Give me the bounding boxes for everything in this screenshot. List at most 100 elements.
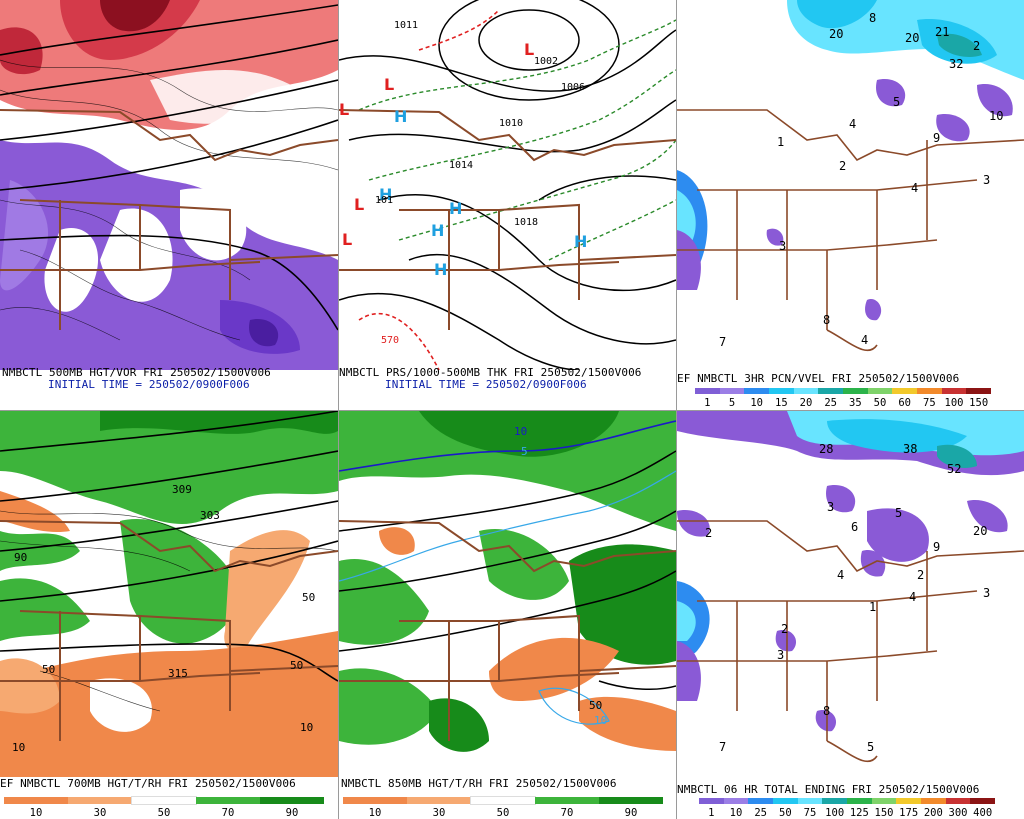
precip-value: 4	[861, 333, 868, 347]
colorbar-swatch	[699, 798, 724, 804]
precip-value: 32	[949, 57, 963, 71]
precip-value: 5	[893, 95, 900, 109]
colorbar-tick-label: 10	[368, 807, 382, 819]
colorbar-tick-label: 90	[285, 807, 299, 819]
colorbar-tick-label: 200	[923, 807, 943, 819]
isobar-label: 1002	[534, 56, 558, 67]
high-center-symbol: H	[394, 107, 407, 126]
precip-value: 1	[777, 135, 784, 149]
thickness-label: 570	[381, 335, 399, 346]
contour-label: 10	[300, 721, 313, 734]
contour-label: 90	[14, 551, 27, 564]
colorbar-tick-label: 400	[973, 807, 993, 819]
colorbar-swatch	[847, 798, 872, 804]
precip-value: 4	[911, 181, 918, 195]
colorbar-swatch	[723, 798, 749, 804]
colorbar-swatch	[68, 797, 132, 804]
high-center-symbol: H	[379, 185, 392, 204]
colorbar-850mb	[343, 796, 663, 805]
contour-label: 50	[290, 659, 303, 672]
isotherm-label: 5	[521, 445, 528, 458]
colorbar-ticks-06hr: 1 10 25 50 75 100 125 150 175 200 300 400	[699, 807, 995, 819]
colorbar-swatch	[797, 798, 823, 804]
low-center-symbol: L	[339, 100, 349, 119]
colorbar-swatch	[892, 388, 918, 394]
colorbar-swatch	[131, 796, 197, 805]
precip-value: 3	[779, 239, 786, 253]
precip-value: 4	[909, 590, 916, 604]
map-3hr-pcn: 20 8 20 21 2 32 5 4 10 1 2 9 4 3 3 8 4 7	[677, 0, 1024, 370]
low-center-symbol: L	[342, 230, 352, 249]
precip-value: 10	[989, 109, 1003, 123]
colorbar-tick-label: 50	[496, 807, 510, 819]
panel-divider	[338, 0, 339, 819]
high-center-symbol: H	[449, 199, 462, 218]
precip-value: 5	[867, 740, 874, 754]
isobar-label: 1006	[561, 82, 585, 93]
colorbar-tick-label: 70	[221, 807, 235, 819]
precip-value: 9	[933, 540, 940, 554]
panel-prs-thk: L L L L L H H H H H H 1002 1006 1010 101…	[339, 0, 676, 410]
precip-value: 3	[777, 648, 784, 662]
colorbar-tick-label: 75	[923, 397, 936, 409]
contour-label: 50	[302, 591, 315, 604]
colorbar-swatch	[748, 798, 774, 804]
contour-label: 50	[42, 663, 55, 676]
panel-06hr-total: 28 38 52 3 5 6 2 20 9 2 4 4 3 1 2 3 8 7 …	[677, 411, 1024, 819]
high-center-symbol: H	[431, 221, 444, 240]
rh-label: 50	[589, 699, 602, 712]
map-700mb: 315 309 303 50 50 10 10 50 90	[0, 411, 338, 777]
low-center-symbol: L	[384, 75, 394, 94]
colorbar-swatch	[867, 388, 893, 394]
precip-value: 2	[973, 39, 980, 53]
precip-value: 52	[947, 462, 961, 476]
colorbar-06hr-total	[699, 798, 996, 804]
caption-06hr-total: NMBCTL 06 HR TOTAL ENDING FRI 250502/150…	[677, 783, 980, 796]
precip-value: 1	[869, 600, 876, 614]
colorbar-tick-label: 50	[779, 807, 792, 819]
caption-500mb: NMBCTL 500MB HGT/VOR FRI 250502/1500V006	[2, 366, 271, 379]
isotherm-label: 10	[594, 714, 607, 727]
colorbar-tick-label: 100	[944, 397, 964, 409]
colorbar-swatch	[917, 388, 942, 394]
caption-3hr-pcn: EF NMBCTL 3HR PCN/VVEL FRI 250502/1500V0…	[677, 372, 960, 385]
colorbar-tick-label: 70	[560, 807, 574, 819]
colorbar-tick-label: 10	[29, 807, 43, 819]
precip-value: 2	[839, 159, 846, 173]
colorbar-tick-label: 35	[849, 397, 862, 409]
colorbar-swatch	[260, 797, 324, 804]
colorbar-ticks-850mb: 10 30 50 70 90	[343, 807, 663, 819]
colorbar-tick-label: 10	[750, 397, 763, 409]
precip-value: 3	[827, 500, 834, 514]
colorbar-swatch	[966, 388, 992, 394]
colorbar-tick-label: 150	[969, 397, 989, 409]
colorbar-tick-label: 10	[729, 807, 743, 819]
colorbar-swatch	[896, 798, 922, 804]
colorbar-tick-label: 20	[799, 397, 813, 409]
colorbar-swatch	[818, 388, 844, 394]
isobar-label: 1011	[394, 20, 418, 31]
precip-value: 7	[719, 740, 726, 754]
colorbar-swatch	[970, 798, 996, 804]
colorbar-swatch	[470, 796, 536, 805]
colorbar-tick-label: 50	[873, 397, 887, 409]
precip-value: 8	[869, 11, 876, 25]
colorbar-swatch	[945, 798, 971, 804]
colorbar-swatch	[822, 798, 848, 804]
precip-value: 38	[903, 442, 917, 456]
precip-value: 28	[819, 442, 833, 456]
contour-label: 309	[172, 483, 192, 496]
colorbar-tick-label: 1	[708, 807, 715, 819]
panel-divider	[676, 0, 677, 819]
map-prs-thk: L L L L L H H H H H H 1002 1006 1010 101…	[339, 0, 676, 370]
precip-value: 9	[933, 131, 940, 145]
map-500mb-vort	[0, 0, 338, 370]
colorbar-tick-label: 15	[775, 397, 788, 409]
precip-value: 2	[705, 526, 712, 540]
precip-value: 3	[983, 586, 990, 600]
caption-850mb: NMBCTL 850MB HGT/T/RH FRI 250502/1500V00…	[341, 777, 617, 790]
precip-value: 20	[829, 27, 843, 41]
precip-value: 4	[837, 568, 844, 582]
colorbar-swatch	[773, 798, 798, 804]
colorbar-swatch	[407, 797, 471, 804]
